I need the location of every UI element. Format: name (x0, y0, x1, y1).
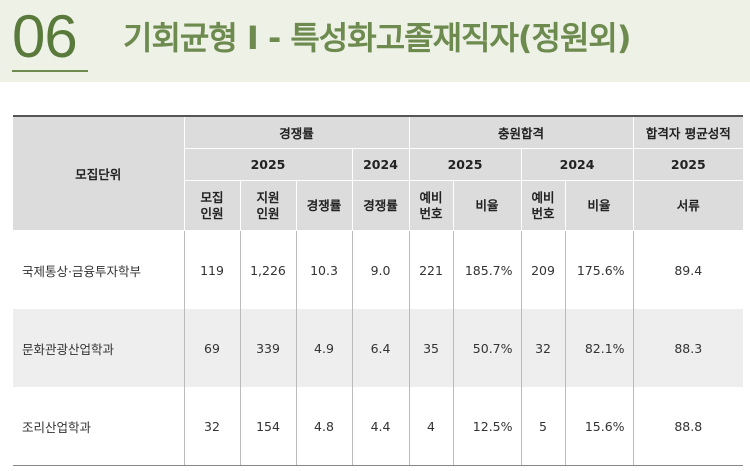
header-year-2024-competition: 2024 (352, 148, 410, 181)
dept-name: 국제통상·금융투자학부 (13, 230, 185, 309)
applicant-count: 1,226 (240, 230, 297, 309)
header-unit: 모집단위 (13, 115, 185, 231)
section-number: 06 (12, 3, 78, 70)
header-year-2025-competition: 2025 (184, 148, 353, 181)
ratio-2025: 4.8 (296, 387, 353, 466)
applicant-count: 339 (240, 309, 297, 387)
header-waitlist-2024: 예비 번호 (521, 180, 566, 231)
admission-results-table: 모집단위 경쟁률 충원합격 합격자 평균성적 2025 2024 2025 20… (13, 115, 744, 466)
header-year-2025-additional: 2025 (409, 148, 522, 181)
header-rate-2025: 비율 (453, 180, 522, 231)
document-score: 88.3 (633, 309, 744, 387)
waitlist-2025: 221 (409, 230, 454, 309)
header-recruit: 모집 인원 (184, 180, 241, 231)
header-year-2024-additional: 2024 (521, 148, 634, 181)
section-title: 기회균형 Ⅰ - 특성화고졸재직자(정원외) (123, 19, 631, 57)
rate-2024: 82.1% (565, 309, 634, 387)
dept-name: 조리산업학과 (13, 387, 185, 466)
header-competition: 경쟁률 (184, 115, 410, 149)
rate-2025: 50.7% (453, 309, 522, 387)
header-ratio-2024: 경쟁률 (352, 180, 410, 231)
waitlist-2025: 35 (409, 309, 454, 387)
recruit-count: 69 (184, 309, 241, 387)
table-row: 국제통상·금융투자학부 119 1,226 10.3 9.0 221 185.7… (13, 230, 743, 309)
rate-2025: 12.5% (453, 387, 522, 466)
section-number-underline (12, 70, 88, 72)
waitlist-2024: 32 (521, 309, 566, 387)
ratio-2025: 4.9 (296, 309, 353, 387)
recruit-count: 32 (184, 387, 241, 466)
ratio-2024: 9.0 (352, 230, 410, 309)
dept-name: 문화관광산업학과 (13, 309, 185, 387)
recruit-count: 119 (184, 230, 241, 309)
header-average-score: 합격자 평균성적 (633, 115, 744, 149)
document-score: 88.8 (633, 387, 744, 466)
section-header: 06 기회균형 Ⅰ - 특성화고졸재직자(정원외) (0, 0, 750, 82)
rate-2024: 175.6% (565, 230, 634, 309)
ratio-2024: 6.4 (352, 309, 410, 387)
waitlist-2024: 5 (521, 387, 566, 466)
document-score: 89.4 (674, 262, 703, 278)
header-year-2025-average: 2025 (633, 148, 744, 181)
table-row: 문화관광산업학과 69 339 4.9 6.4 35 50.7% 32 82.1… (13, 309, 744, 387)
header-ratio-2025: 경쟁률 (296, 180, 353, 231)
waitlist-2025: 4 (409, 387, 454, 466)
rate-2025: 185.7% (453, 230, 522, 309)
applicant-count: 154 (240, 387, 297, 466)
rate-2024: 15.6% (565, 387, 634, 466)
header-waitlist-2025: 예비 번호 (409, 180, 454, 231)
ratio-2025: 10.3 (296, 230, 353, 309)
table-row: 조리산업학과 32 154 4.8 4.4 4 12.5% 5 15.6% 88… (13, 387, 744, 466)
header-applicants: 지원 인원 (240, 180, 297, 231)
ratio-2024: 4.4 (352, 387, 410, 466)
header-document: 서류 (633, 180, 744, 231)
header-rate-2024: 비율 (565, 180, 634, 231)
waitlist-2024: 209 (521, 230, 566, 309)
header-additional-admission: 충원합격 (409, 115, 634, 149)
